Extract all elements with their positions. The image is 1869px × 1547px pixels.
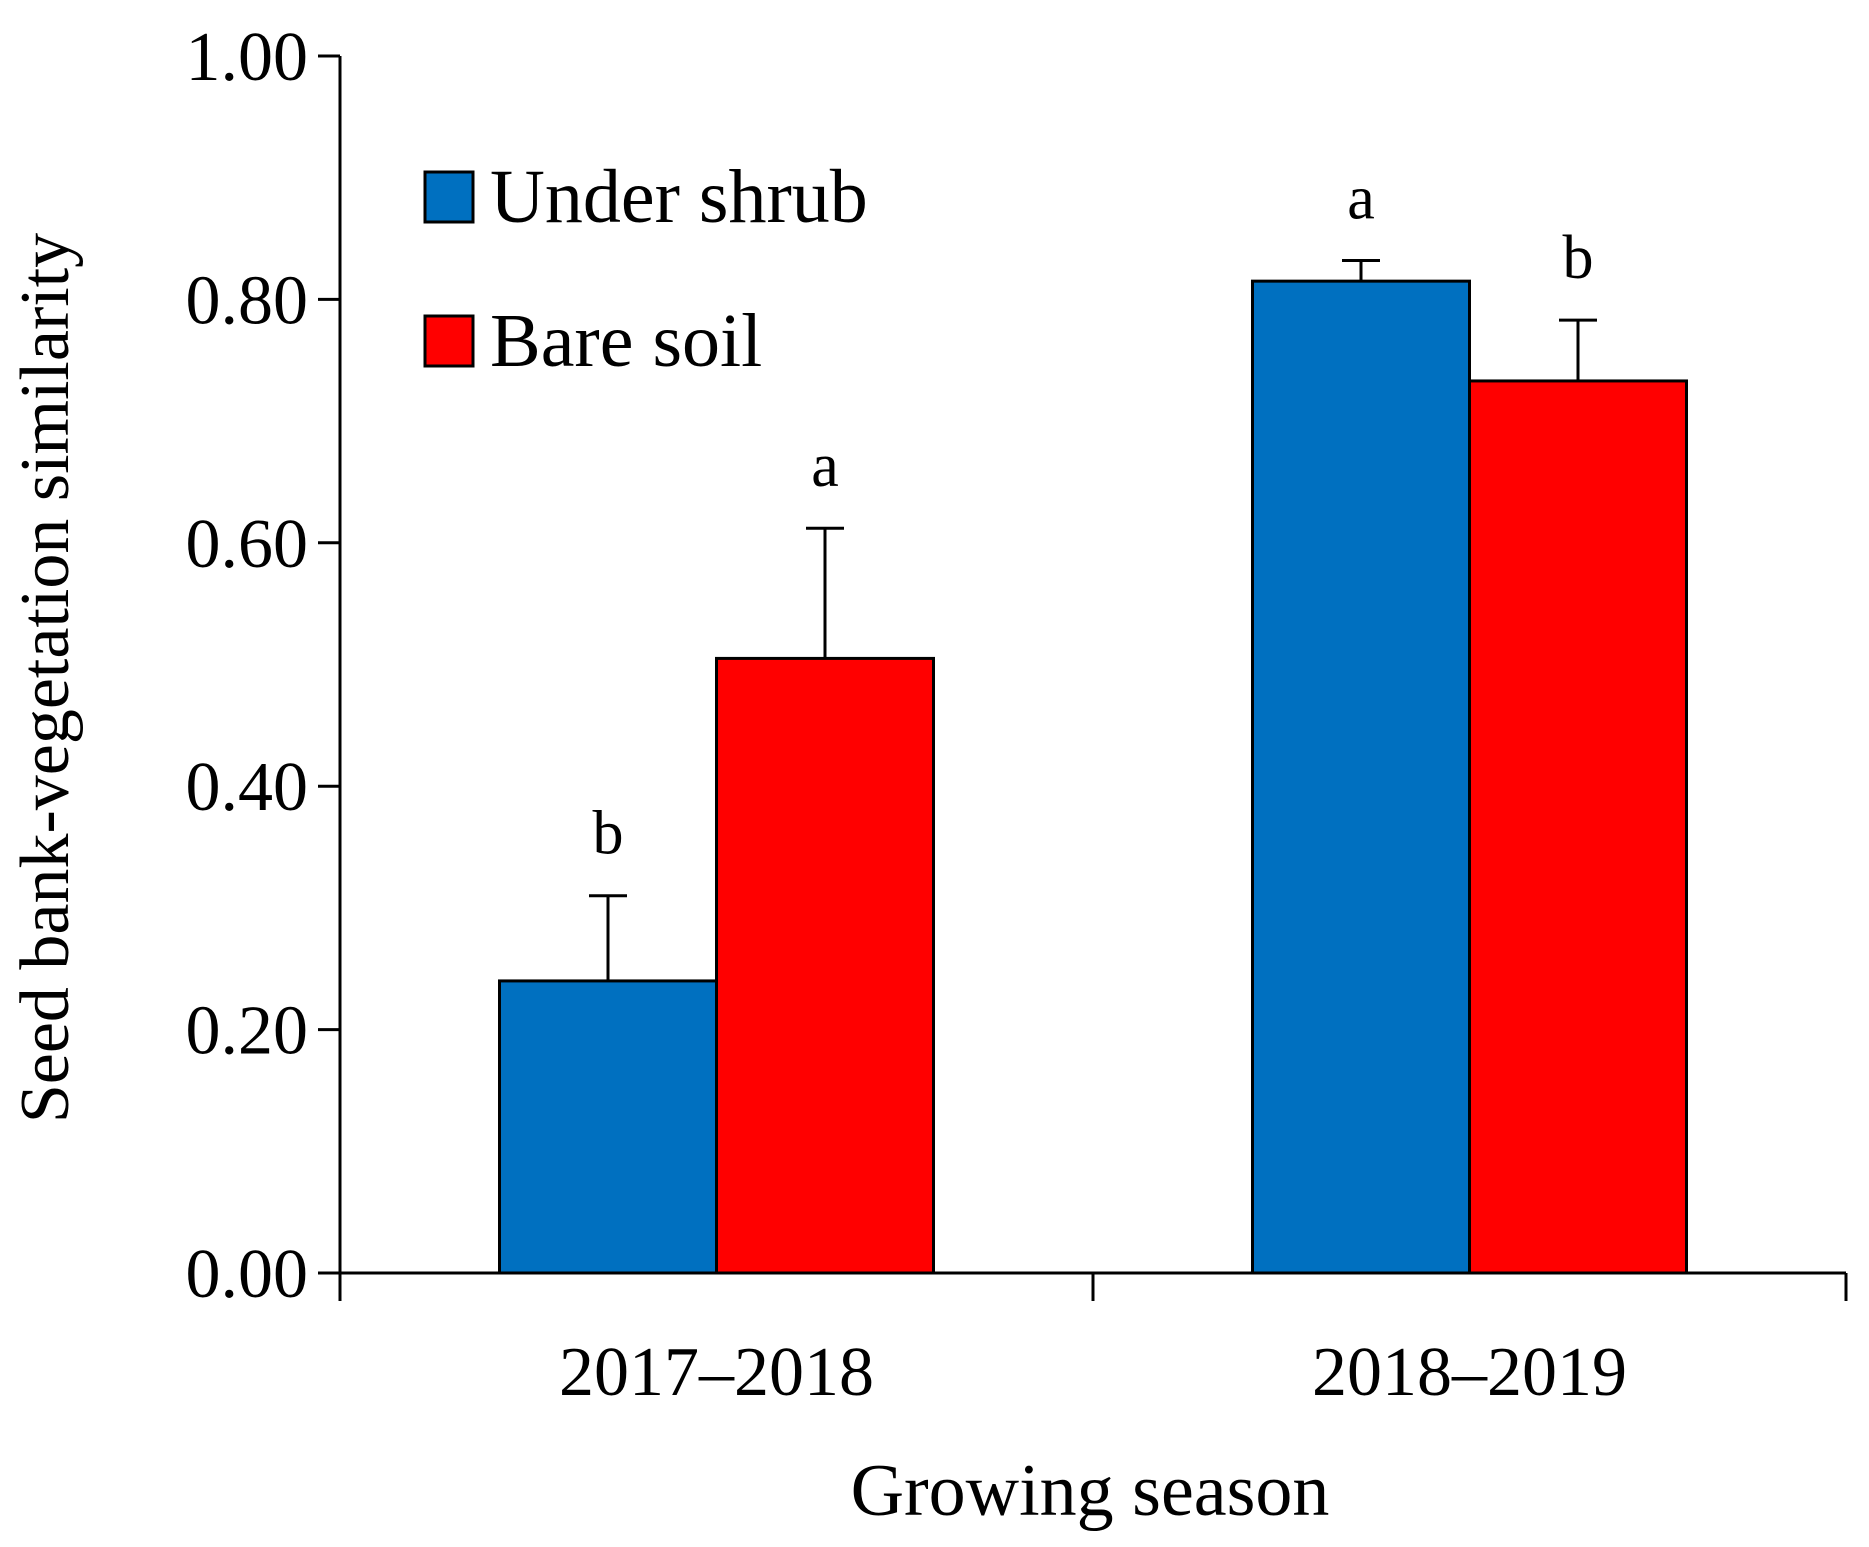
legend-label: Bare soil (490, 299, 762, 383)
x-tick-label: 2018–2019 (1312, 1334, 1627, 1411)
y-tick-label: 0.20 (186, 993, 309, 1070)
bar (715, 656, 935, 1275)
bar (498, 979, 718, 1275)
significance-letter: b (1563, 224, 1594, 292)
y-tick-label: 0.00 (186, 1236, 309, 1313)
y-axis-ticks: 0.00 0.20 0.40 0.60 0.80 1.00 (186, 19, 340, 1313)
x-axis-title: Growing season (851, 1450, 1330, 1532)
significance-letters: b a a b (593, 164, 1594, 867)
significance-letter: a (1347, 164, 1375, 232)
significance-letter: b (593, 800, 624, 868)
bar (1251, 279, 1471, 1275)
significance-letter: a (811, 432, 839, 500)
legend-swatch (423, 314, 475, 368)
bars (498, 279, 1688, 1275)
x-tick-label: 2017–2018 (559, 1334, 874, 1411)
legend: Under shrub Bare soil (423, 155, 868, 383)
bar (1468, 379, 1688, 1275)
legend-label: Under shrub (490, 155, 868, 239)
y-tick-label: 0.80 (186, 262, 309, 339)
y-axis-title: Seed bank-vegetation similarity (7, 233, 84, 1123)
y-tick-label: 0.40 (186, 749, 309, 826)
x-axis-ticks: 2017–2018 2018–2019 (338, 1273, 1848, 1411)
y-tick-label: 1.00 (186, 19, 309, 96)
y-tick-label: 0.60 (186, 506, 309, 583)
error-bars (589, 258, 1597, 981)
legend-swatch (423, 170, 475, 224)
